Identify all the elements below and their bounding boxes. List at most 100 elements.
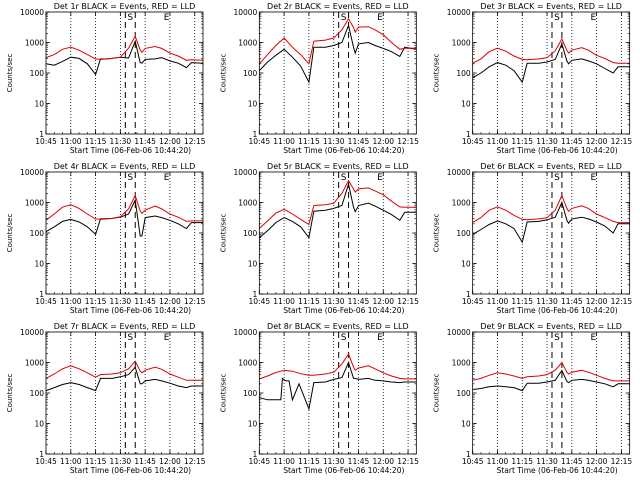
panel-det-4: Det 4r BLACK = Events, RED = LLD S E 1 10 100… — [6, 162, 206, 315]
x-tick-label: 11:45 — [561, 297, 583, 306]
y-axis-label: Counts/sec — [433, 214, 441, 253]
x-tick-label: 11:15 — [298, 457, 320, 466]
marker-e-label: E — [164, 173, 170, 183]
x-tick-label: 12:15 — [397, 297, 419, 306]
x-tick-label: 11:15 — [298, 297, 320, 306]
x-tick-label: 10:45 — [249, 297, 271, 306]
marker-s-label: S — [127, 333, 133, 343]
lld-series-line — [258, 17, 417, 65]
x-tick-label: 12:00 — [159, 297, 181, 306]
x-axis-label: Start Time (06-Feb-06 10:44:20) — [497, 466, 618, 475]
x-tick-label: 11:45 — [561, 137, 583, 146]
x-tick-label: 12:00 — [372, 137, 394, 146]
x-tick-label: 12:00 — [372, 297, 394, 306]
x-tick-label: 11:45 — [348, 297, 370, 306]
y-tick-label: 100 — [30, 389, 45, 398]
x-tick-label: 12:00 — [586, 297, 608, 306]
y-tick-label: 1000 — [25, 39, 44, 48]
y-tick-label: 10 — [34, 100, 44, 109]
marker-s-label: S — [554, 333, 560, 343]
y-axis-label: Counts/sec — [433, 374, 441, 413]
y-tick-label: 100 — [243, 389, 258, 398]
panel-det-9: Det 9r BLACK = Events, RED = LLD S E 1 10 100… — [433, 322, 633, 475]
y-tick-label: 1 — [39, 130, 44, 139]
y-tick-label: 10 — [461, 420, 471, 429]
y-tick-label: 10 — [248, 260, 258, 269]
x-tick-label: 11:30 — [110, 137, 132, 146]
y-tick-label: 1000 — [25, 359, 44, 368]
x-tick-label: 12:15 — [397, 137, 419, 146]
x-tick-label: 11:45 — [561, 457, 583, 466]
x-tick-label: 10:45 — [35, 457, 57, 466]
marker-e-label: E — [377, 333, 383, 343]
panel-det-2: Det 2r BLACK = Events, RED = LLD S E 1 10 100… — [219, 2, 419, 155]
x-tick-label: 11:30 — [536, 297, 558, 306]
panel-title: Det 9r BLACK = Events, RED = LLD — [480, 322, 622, 331]
x-tick-label: 11:15 — [511, 297, 533, 306]
marker-e-label: E — [377, 173, 383, 183]
lld-series-line — [258, 179, 417, 229]
y-tick-label: 100 — [30, 229, 45, 238]
y-tick-label: 10 — [248, 100, 258, 109]
y-tick-label: 100 — [456, 229, 471, 238]
lld-series-line — [259, 352, 417, 380]
plot-frame — [258, 11, 417, 135]
marker-e-label: E — [590, 13, 596, 23]
y-tick-label: 1000 — [238, 359, 257, 368]
y-tick-label: 1 — [253, 130, 258, 139]
y-tick-label: 1000 — [452, 39, 471, 48]
x-tick-label: 12:15 — [184, 297, 206, 306]
panel-title: Det 1r BLACK = Events, RED = LLD — [54, 2, 196, 11]
marker-s-label: S — [341, 333, 347, 343]
y-tick-label: 10000 — [447, 8, 471, 17]
x-tick-label: 12:00 — [159, 457, 181, 466]
y-tick-label: 1000 — [25, 199, 44, 208]
panel-title: Det 5r BLACK = Events, RED = LLD — [267, 162, 409, 171]
x-axis-label: Start Time (06-Feb-06 10:44:20) — [497, 146, 618, 155]
x-tick-label: 11:30 — [323, 297, 345, 306]
lld-series-line — [472, 361, 630, 382]
y-axis-label: Counts/sec — [219, 374, 227, 413]
y-tick-label: 10 — [461, 260, 471, 269]
x-tick-label: 11:45 — [348, 137, 370, 146]
x-tick-label: 10:45 — [462, 137, 484, 146]
x-tick-label: 11:45 — [134, 137, 156, 146]
panel-title: Det 8r BLACK = Events, RED = LLD — [267, 322, 409, 331]
x-tick-label: 11:30 — [323, 137, 345, 146]
y-tick-label: 1000 — [238, 199, 257, 208]
x-tick-label: 12:15 — [611, 457, 633, 466]
x-tick-label: 11:15 — [298, 137, 320, 146]
x-tick-label: 10:45 — [462, 457, 484, 466]
x-tick-label: 11:00 — [60, 137, 82, 146]
y-axis-label: Counts/sec — [219, 214, 227, 253]
events-series-line — [472, 369, 630, 392]
marker-s-label: S — [341, 13, 347, 23]
x-tick-label: 12:15 — [184, 137, 206, 146]
events-series-line — [472, 42, 630, 84]
y-tick-label: 10000 — [447, 168, 471, 177]
x-tick-label: 11:00 — [487, 137, 509, 146]
x-tick-label: 12:00 — [586, 457, 608, 466]
x-tick-label: 11:30 — [323, 457, 345, 466]
x-tick-label: 12:00 — [586, 137, 608, 146]
lld-series-line — [472, 37, 630, 64]
y-tick-label: 1000 — [452, 199, 471, 208]
x-axis-label: Start Time (06-Feb-06 10:44:20) — [70, 306, 191, 315]
x-axis-label: Start Time (06-Feb-06 10:44:20) — [497, 306, 618, 315]
y-tick-label: 1 — [39, 450, 44, 459]
events-series-line — [45, 39, 204, 76]
y-tick-label: 1 — [466, 450, 471, 459]
marker-s-label: S — [554, 13, 560, 23]
x-axis-label: Start Time (06-Feb-06 10:44:20) — [70, 466, 191, 475]
events-series-line — [45, 366, 203, 392]
x-tick-label: 11:15 — [85, 137, 107, 146]
x-axis-label: Start Time (06-Feb-06 10:44:20) — [283, 146, 404, 155]
x-tick-label: 12:00 — [159, 137, 181, 146]
marker-s-label: S — [341, 173, 347, 183]
y-axis-label: Counts/sec — [433, 54, 441, 93]
lld-series-line — [45, 35, 204, 61]
panel-det-8: Det 8r BLACK = Events, RED = LLD S E 1 10 100… — [219, 322, 419, 475]
y-tick-label: 10000 — [20, 168, 44, 177]
plot-frame — [45, 331, 204, 455]
